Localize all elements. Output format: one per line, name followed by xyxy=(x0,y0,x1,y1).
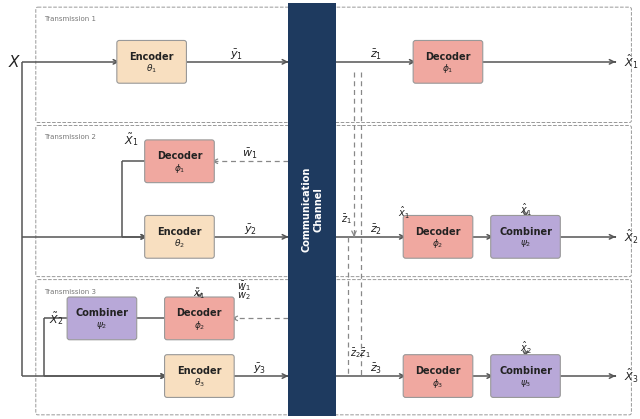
Text: Decoder: Decoder xyxy=(415,227,461,237)
FancyBboxPatch shape xyxy=(403,215,473,258)
Text: $\bar{z}_2\bar{z}_1$: $\bar{z}_2\bar{z}_1$ xyxy=(350,346,371,360)
Text: Decoder: Decoder xyxy=(425,52,470,62)
Text: $\hat{x}_1$: $\hat{x}_1$ xyxy=(520,202,531,218)
Text: Combiner: Combiner xyxy=(76,308,129,318)
Text: $X$: $X$ xyxy=(8,54,21,70)
FancyBboxPatch shape xyxy=(164,354,234,398)
Text: Decoder: Decoder xyxy=(157,151,202,161)
Text: Communication
Channel: Communication Channel xyxy=(301,167,323,252)
Text: $\bar{y}_2$: $\bar{y}_2$ xyxy=(244,223,257,237)
FancyBboxPatch shape xyxy=(491,215,560,258)
FancyBboxPatch shape xyxy=(145,140,214,183)
Text: Encoder: Encoder xyxy=(177,366,221,376)
Text: Transmission 3: Transmission 3 xyxy=(44,289,96,295)
Text: $\phi_1$: $\phi_1$ xyxy=(174,162,185,175)
Text: $\hat{X}_1$: $\hat{X}_1$ xyxy=(625,53,639,71)
Text: $\theta_2$: $\theta_2$ xyxy=(174,238,185,250)
Text: $\bar{w}_2$: $\bar{w}_2$ xyxy=(237,289,250,303)
FancyBboxPatch shape xyxy=(145,215,214,258)
Text: $\theta_1$: $\theta_1$ xyxy=(146,62,157,75)
Text: $\psi_3$: $\psi_3$ xyxy=(520,378,531,388)
Text: $\phi_2$: $\phi_2$ xyxy=(194,319,205,332)
FancyBboxPatch shape xyxy=(67,297,137,340)
Text: Combiner: Combiner xyxy=(499,227,552,237)
Text: Transmission 1: Transmission 1 xyxy=(44,16,96,22)
Text: $\bar{z}_3$: $\bar{z}_3$ xyxy=(370,362,382,376)
Text: $\bar{z}_1$: $\bar{z}_1$ xyxy=(370,48,382,62)
Text: $\psi_2$: $\psi_2$ xyxy=(96,320,108,331)
FancyBboxPatch shape xyxy=(413,41,483,83)
Text: $\hat{x}_1$: $\hat{x}_1$ xyxy=(398,205,410,221)
Text: Decoder: Decoder xyxy=(177,308,222,318)
Text: $\bar{y}_3$: $\bar{y}_3$ xyxy=(253,362,267,376)
Text: Transmission 2: Transmission 2 xyxy=(44,134,95,140)
Text: $\theta_3$: $\theta_3$ xyxy=(194,377,205,389)
FancyBboxPatch shape xyxy=(164,297,234,340)
Text: $\tilde{X}_1$: $\tilde{X}_1$ xyxy=(124,131,138,148)
Text: $\bar{z}_1$: $\bar{z}_1$ xyxy=(341,212,352,226)
FancyBboxPatch shape xyxy=(117,41,186,83)
Text: $\phi_3$: $\phi_3$ xyxy=(432,377,444,390)
Text: $\bar{y}_1$: $\bar{y}_1$ xyxy=(230,48,243,62)
Text: $\bar{w}_1$: $\bar{w}_1$ xyxy=(237,279,250,293)
Text: $\phi_2$: $\phi_2$ xyxy=(433,237,444,250)
Text: $\tilde{x}_1$: $\tilde{x}_1$ xyxy=(193,286,205,301)
Text: $\bar{z}_2$: $\bar{z}_2$ xyxy=(370,223,382,237)
Text: $\tilde{X}_2$: $\tilde{X}_2$ xyxy=(49,310,63,327)
Text: $\psi_2$: $\psi_2$ xyxy=(520,238,531,249)
Text: $\hat{X}_2$: $\hat{X}_2$ xyxy=(625,228,639,246)
Text: $\hat{X}_3$: $\hat{X}_3$ xyxy=(625,367,639,385)
Text: $\hat{x}_2$: $\hat{x}_2$ xyxy=(520,340,531,356)
Text: Encoder: Encoder xyxy=(129,52,174,62)
Text: Encoder: Encoder xyxy=(157,227,202,237)
Text: $\bar{w}_1$: $\bar{w}_1$ xyxy=(243,147,258,161)
Text: Decoder: Decoder xyxy=(415,366,461,376)
FancyBboxPatch shape xyxy=(403,354,473,398)
Text: Combiner: Combiner xyxy=(499,366,552,376)
Text: $\phi_1$: $\phi_1$ xyxy=(442,62,454,75)
FancyBboxPatch shape xyxy=(491,354,560,398)
Bar xyxy=(289,3,336,416)
